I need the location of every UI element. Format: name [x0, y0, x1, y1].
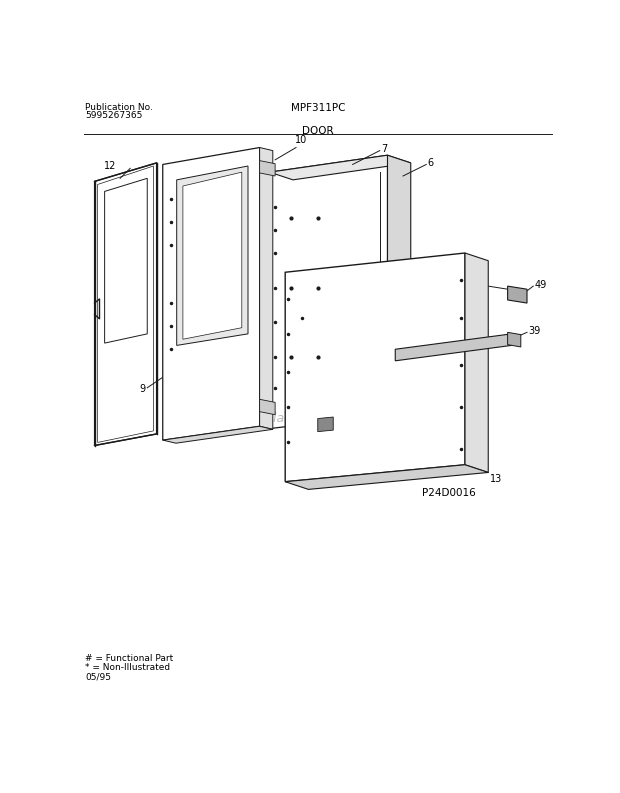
Polygon shape — [388, 155, 410, 423]
Text: 39: 39 — [528, 326, 541, 335]
Polygon shape — [465, 253, 489, 473]
Polygon shape — [162, 427, 273, 443]
Polygon shape — [270, 155, 410, 180]
Polygon shape — [260, 161, 275, 176]
Polygon shape — [260, 400, 275, 415]
Polygon shape — [270, 155, 388, 428]
Text: 12: 12 — [104, 161, 117, 171]
Text: MPF311PC: MPF311PC — [291, 103, 345, 113]
Text: Publication No.: Publication No. — [86, 103, 153, 112]
Text: 11: 11 — [239, 161, 251, 170]
Text: 10: 10 — [294, 136, 307, 145]
Text: eReplacementParts.com: eReplacementParts.com — [241, 412, 394, 425]
Polygon shape — [285, 465, 489, 489]
Text: P24D0016: P24D0016 — [422, 488, 476, 498]
Polygon shape — [508, 286, 527, 303]
Text: 49: 49 — [308, 454, 320, 463]
Text: 9: 9 — [140, 385, 146, 394]
Polygon shape — [94, 163, 156, 446]
Text: 5995267365: 5995267365 — [86, 110, 143, 120]
Polygon shape — [260, 147, 273, 429]
Text: 49: 49 — [534, 280, 547, 289]
Polygon shape — [162, 147, 260, 440]
Text: 6: 6 — [428, 158, 434, 168]
Text: * = Non-Illustrated: * = Non-Illustrated — [86, 663, 170, 672]
Text: # = Functional Part: # = Functional Part — [86, 654, 174, 663]
Polygon shape — [508, 332, 521, 347]
Polygon shape — [317, 417, 334, 431]
Text: 7: 7 — [381, 144, 388, 154]
Polygon shape — [396, 334, 512, 361]
Polygon shape — [285, 253, 465, 481]
Text: 05/95: 05/95 — [86, 672, 111, 682]
Text: DOOR: DOOR — [302, 126, 334, 136]
Polygon shape — [105, 178, 148, 343]
Polygon shape — [183, 172, 242, 339]
Polygon shape — [177, 166, 248, 346]
Text: 13: 13 — [490, 474, 502, 484]
